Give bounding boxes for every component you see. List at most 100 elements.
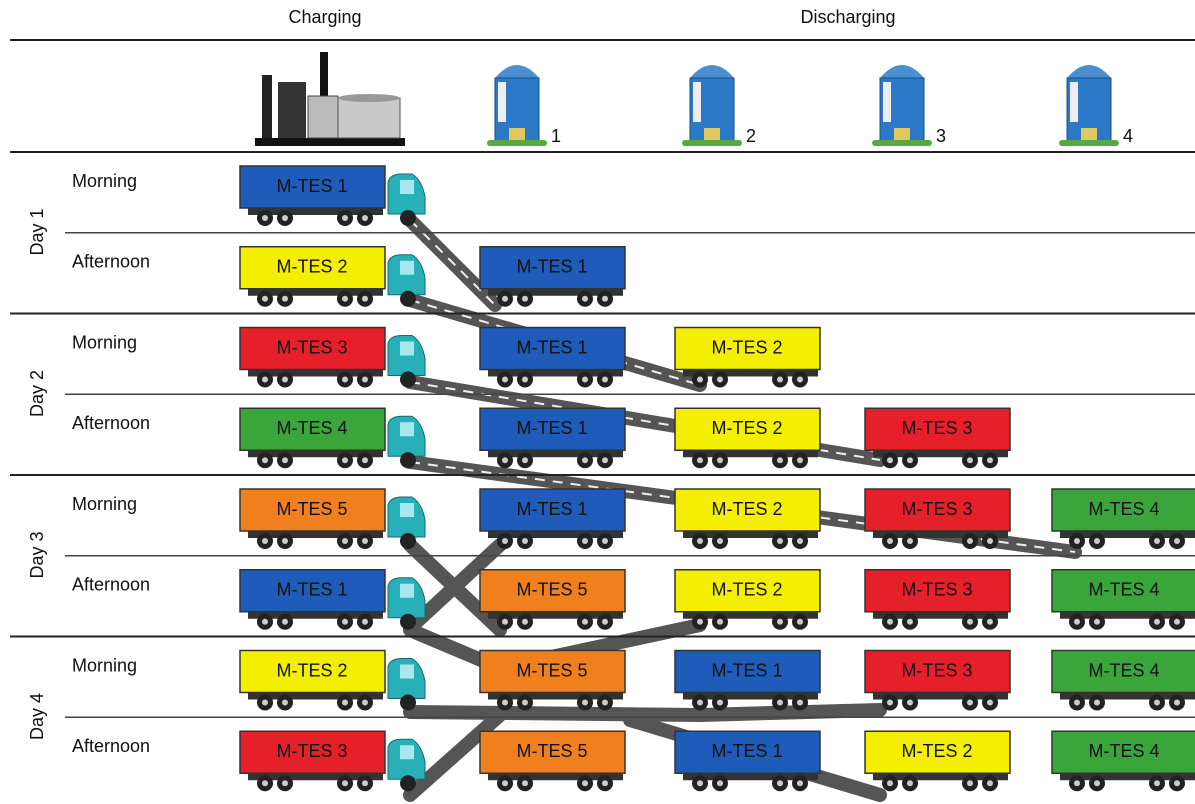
hub (887, 457, 893, 463)
period-label: Afternoon (72, 575, 150, 595)
hub (522, 780, 528, 786)
hub (262, 619, 268, 625)
truck-label: M-TES 4 (1088, 580, 1159, 600)
hub (282, 215, 288, 221)
hub (697, 700, 703, 706)
day-label: Day 1 (27, 208, 47, 255)
hub (502, 377, 508, 383)
truck: M-TES 1 (480, 408, 625, 468)
period-label: Morning (72, 655, 137, 675)
hub (282, 780, 288, 786)
hub (522, 296, 528, 302)
truck: M-TES 2 (865, 731, 1010, 791)
hotel-bush (487, 140, 547, 146)
truck-label: M-TES 5 (516, 741, 587, 761)
hub (797, 457, 803, 463)
truck-label: M-TES 2 (901, 741, 972, 761)
hub (907, 780, 913, 786)
truck-label: M-TES 3 (901, 499, 972, 519)
hub (342, 700, 348, 706)
truck: M-TES 2 (240, 247, 425, 307)
truck: M-TES 4 (1052, 570, 1195, 630)
truck-label: M-TES 2 (276, 660, 347, 680)
hub (362, 215, 368, 221)
hub (522, 538, 528, 544)
truck-label: M-TES 1 (711, 660, 782, 680)
hub (717, 377, 723, 383)
cab-window (400, 745, 414, 759)
hub (362, 296, 368, 302)
wheel (400, 775, 416, 791)
hub (502, 457, 508, 463)
hub (987, 457, 993, 463)
hub (887, 780, 893, 786)
hotel-number: 1 (551, 126, 561, 146)
hub (282, 296, 288, 302)
hub (282, 619, 288, 625)
wheel (400, 533, 416, 549)
hub (282, 700, 288, 706)
truck: M-TES 1 (240, 166, 425, 226)
hub (602, 377, 608, 383)
day-label: Day 2 (27, 370, 47, 417)
hub (717, 700, 723, 706)
hub (282, 457, 288, 463)
hub (282, 538, 288, 544)
hub (582, 619, 588, 625)
hub (342, 377, 348, 383)
content: 1234Day 1MorningM-TES 1AfternoonM-TES 2M… (10, 65, 1195, 791)
period-label: Morning (72, 494, 137, 514)
hub (717, 780, 723, 786)
truck: M-TES 4 (240, 408, 425, 468)
truck-label: M-TES 2 (711, 499, 782, 519)
hub (602, 619, 608, 625)
truck: M-TES 1 (675, 731, 820, 791)
hub (777, 377, 783, 383)
truck: M-TES 2 (675, 570, 820, 630)
truck-label: M-TES 1 (276, 580, 347, 600)
hub (262, 215, 268, 221)
hub (342, 296, 348, 302)
hub (1074, 780, 1080, 786)
truck-label: M-TES 1 (276, 176, 347, 196)
hub (1154, 700, 1160, 706)
hub (502, 619, 508, 625)
hub (907, 700, 913, 706)
hotel-sign (1070, 82, 1078, 122)
truck: M-TES 1 (480, 328, 625, 388)
truck: M-TES 4 (1052, 731, 1195, 791)
truck: M-TES 2 (240, 651, 425, 711)
hub (697, 377, 703, 383)
hub (262, 538, 268, 544)
hub (1074, 700, 1080, 706)
truck: M-TES 5 (480, 731, 625, 791)
hub (582, 780, 588, 786)
cab-window (400, 665, 414, 679)
hub (697, 538, 703, 544)
hub (797, 538, 803, 544)
hotel-icon (487, 65, 547, 146)
hub (777, 538, 783, 544)
hub (1094, 700, 1100, 706)
charging-header: Charging (288, 7, 361, 27)
hub (262, 780, 268, 786)
hub (907, 619, 913, 625)
truck-label: M-TES 5 (516, 660, 587, 680)
truck: M-TES 5 (240, 489, 425, 549)
hub (602, 538, 608, 544)
hotel-sign (883, 82, 891, 122)
hub (967, 457, 973, 463)
day-label: Day 4 (27, 693, 47, 740)
hub (522, 619, 528, 625)
hub (967, 619, 973, 625)
period-label: Morning (72, 332, 137, 352)
hub (502, 780, 508, 786)
cab-window (400, 422, 414, 436)
hub (502, 700, 508, 706)
hotel-sign (693, 82, 701, 122)
hub (1174, 780, 1180, 786)
truck: M-TES 4 (1052, 489, 1195, 549)
hub (1174, 619, 1180, 625)
hub (582, 296, 588, 302)
hub (717, 457, 723, 463)
